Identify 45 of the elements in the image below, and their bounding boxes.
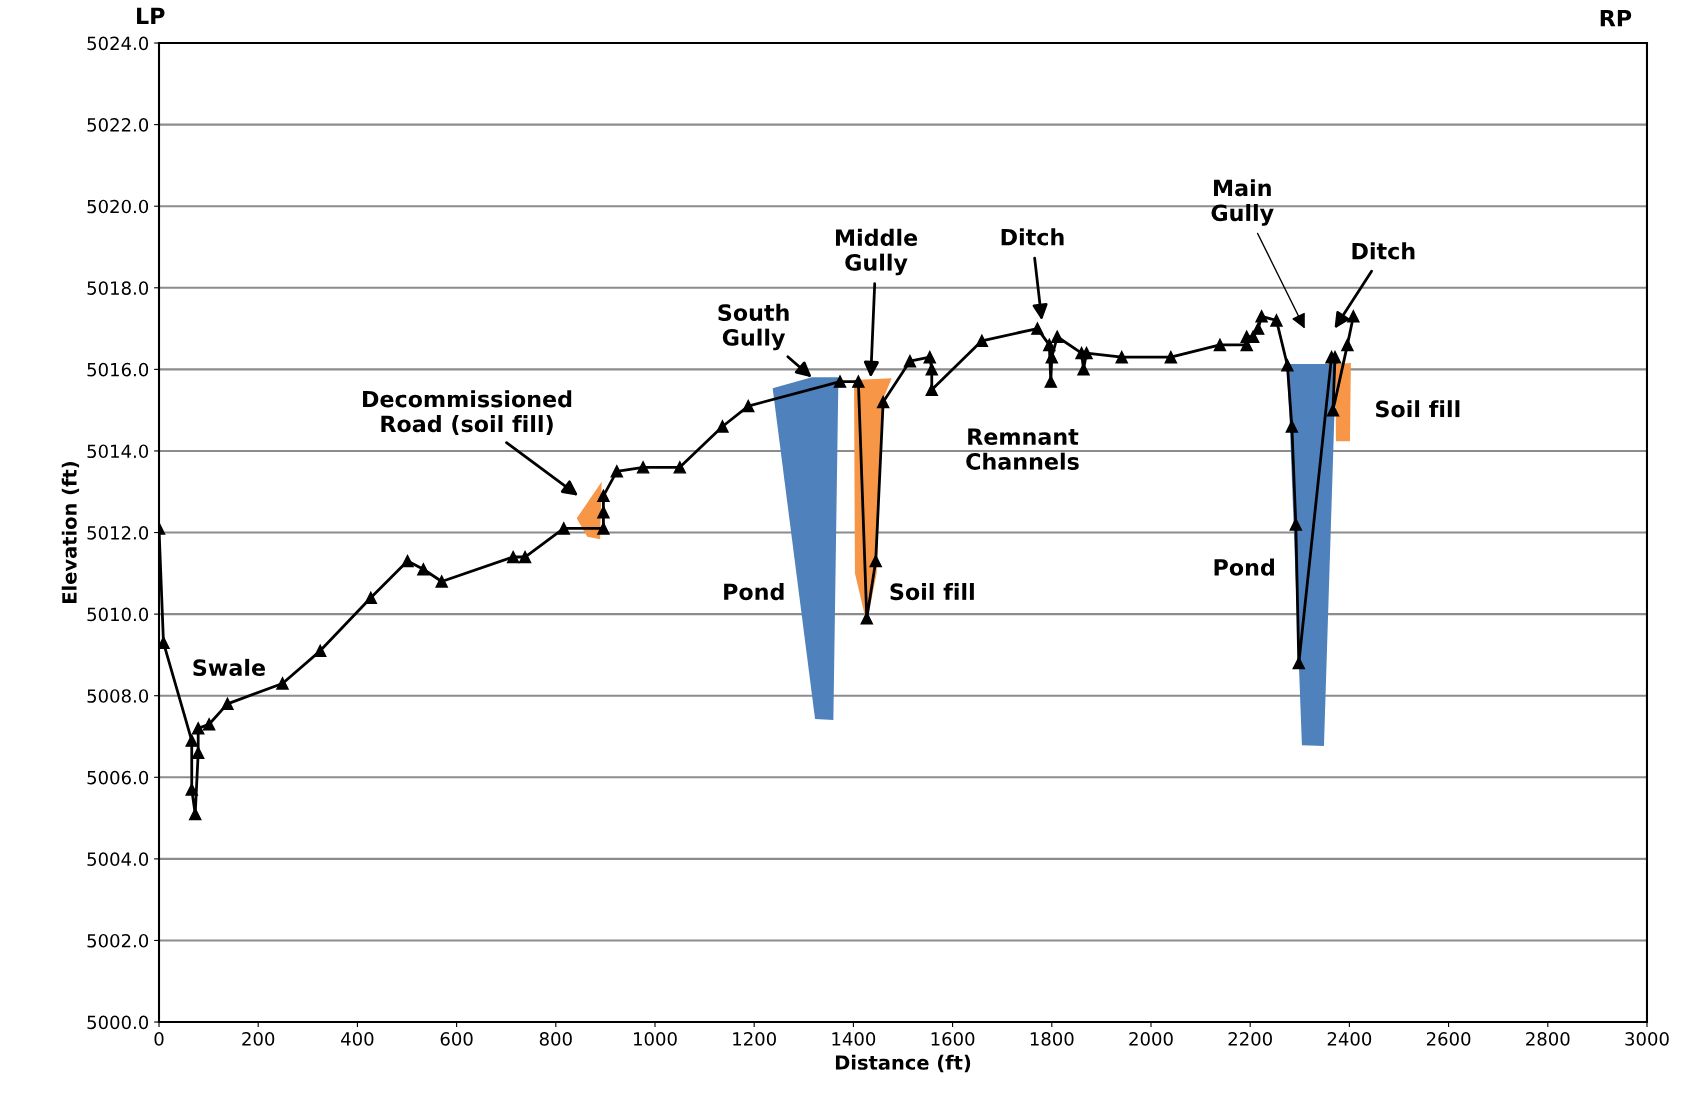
x-tick-label: 800 — [539, 1032, 572, 1046]
annotation: Soil fill — [1376, 400, 1460, 418]
annotation: Pond — [724, 582, 784, 601]
x-tick-label: 2200 — [1228, 1032, 1272, 1046]
y-tick-label: 5008.0 — [87, 689, 149, 703]
text: RP — [1600, 9, 1632, 27]
annotation: Main Gully — [1211, 179, 1274, 226]
x-axis-title: Distance (ft) — [835, 1054, 971, 1073]
x-tick-label: 1600 — [931, 1032, 975, 1046]
annotation: Remnant Channels — [966, 428, 1079, 470]
x-tick-label: 1800 — [1030, 1032, 1074, 1046]
y-tick-label: 5002.0 — [87, 933, 149, 948]
y-tick-label: 5024.0 — [87, 36, 149, 51]
annotation: Pond — [1214, 558, 1274, 576]
y-tick-label: 5014.0 — [87, 444, 149, 459]
y-tick-label: 5022.0 — [87, 118, 149, 132]
x-tick-label: 2400 — [1327, 1032, 1372, 1046]
y-tick-label: 5018.0 — [87, 281, 149, 295]
y-tick-label: 5006.0 — [87, 770, 149, 785]
text: LP — [137, 7, 165, 24]
y-tick-label: 5000.0 — [87, 1015, 149, 1030]
annotation: South Gully — [718, 303, 789, 351]
x-tick-label: 2000 — [1129, 1032, 1173, 1046]
x-tick-label: 2600 — [1426, 1032, 1471, 1046]
y-tick-label: 5016.0 — [87, 362, 149, 377]
annotation: Soil fill — [890, 582, 974, 601]
annotation: Ditch — [1352, 242, 1415, 260]
y-tick-label: 5010.0 — [87, 607, 149, 622]
x-tick-label: 0 — [154, 1032, 164, 1046]
annotation: Ditch — [1001, 228, 1064, 246]
x-tick-label: 1000 — [634, 1032, 677, 1046]
x-tick-label: 600 — [440, 1032, 473, 1046]
y-tick-label: 5004.0 — [87, 852, 149, 866]
x-tick-label: 200 — [242, 1032, 275, 1046]
y-tick-label: 5020.0 — [87, 199, 149, 214]
annotation: Swale — [193, 658, 265, 677]
x-tick-label: 400 — [341, 1032, 374, 1046]
annotation: Decommissioned Road (soil fill) — [363, 390, 572, 435]
x-tick-label: 1200 — [733, 1032, 776, 1046]
annotation: Middle Gully — [835, 228, 918, 276]
x-tick-label: 3000 — [1625, 1032, 1669, 1046]
y-tick-label: 5012.0 — [87, 526, 149, 540]
y-axis-title: Elevation (ft) — [61, 462, 80, 603]
x-tick-label: 2800 — [1526, 1032, 1570, 1046]
x-tick-label: 1400 — [832, 1032, 876, 1046]
